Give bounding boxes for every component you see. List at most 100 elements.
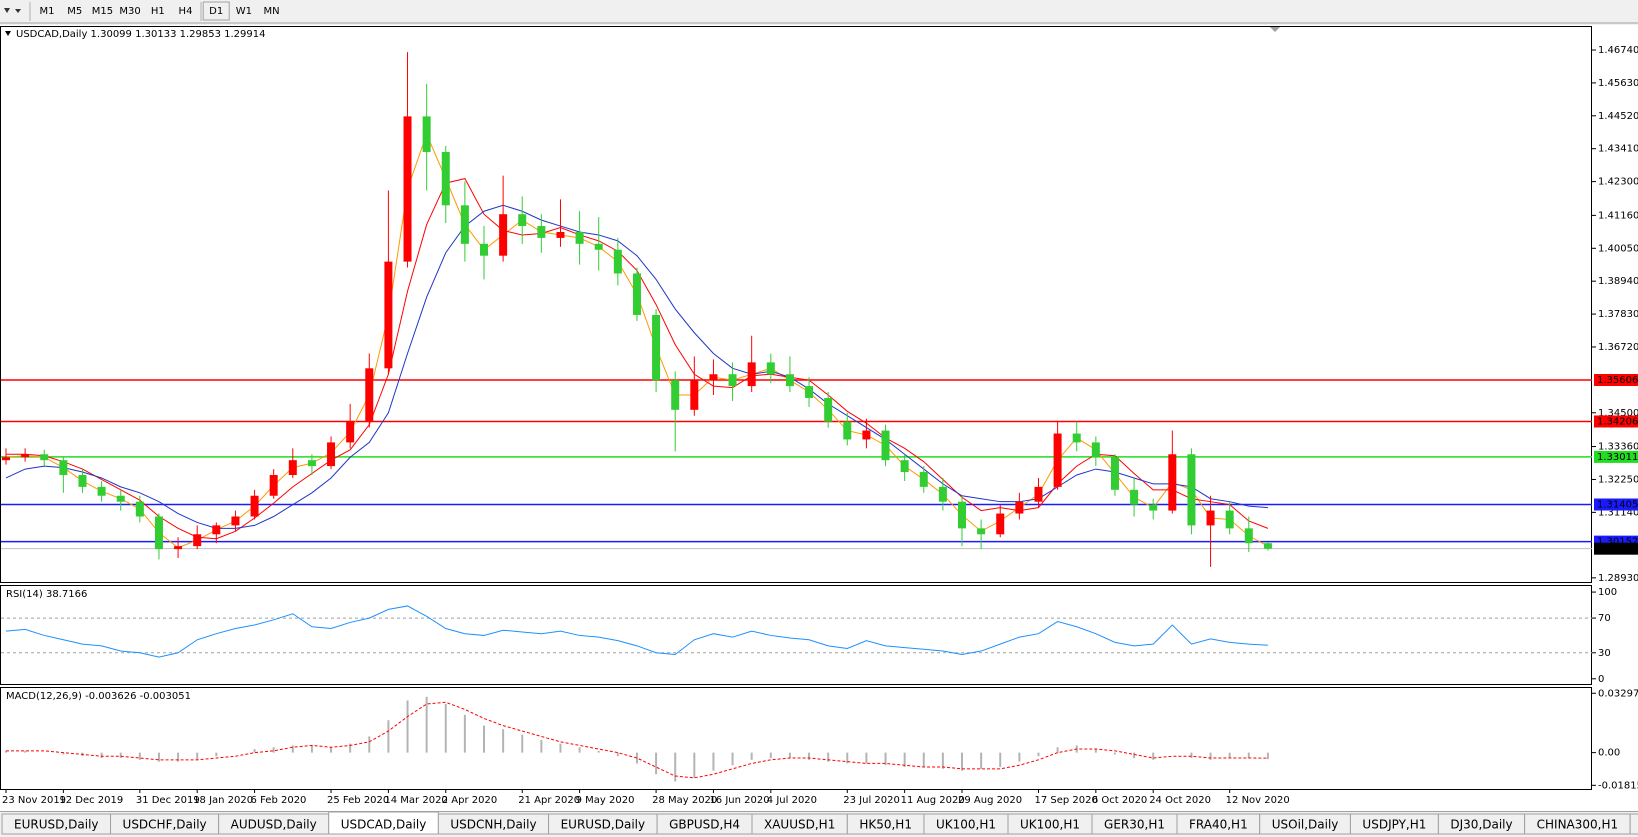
candle-body bbox=[938, 486, 947, 502]
candle-body bbox=[594, 243, 603, 250]
candle-body bbox=[154, 516, 163, 550]
candle-body bbox=[269, 475, 278, 496]
candle-body bbox=[728, 374, 737, 387]
x-tick-label: 23 Nov 2019 bbox=[2, 795, 66, 806]
tab-label[interactable]: AUDUSD,Daily bbox=[231, 818, 317, 832]
timeframe-button[interactable] bbox=[117, 2, 144, 20]
tab-label[interactable]: GER30,H1 bbox=[1104, 818, 1165, 832]
timeframe-button[interactable] bbox=[258, 2, 285, 20]
timeframe-label[interactable]: MN bbox=[264, 6, 280, 17]
timeframe-label[interactable]: H4 bbox=[179, 6, 193, 17]
y-tick-label: 1.42300 bbox=[1598, 177, 1638, 188]
level-label-box bbox=[1594, 542, 1638, 555]
tab-label[interactable]: EURUSD,Daily bbox=[561, 818, 646, 832]
candle-body bbox=[422, 116, 431, 152]
tab-label[interactable]: CHINA300,H1 bbox=[1537, 818, 1619, 832]
candle-body bbox=[805, 386, 814, 398]
candle-body bbox=[537, 226, 546, 238]
y-tick-label: 1.41160 bbox=[1598, 210, 1638, 221]
candle-body bbox=[747, 362, 756, 387]
tab-label[interactable]: USDCAD,Daily bbox=[341, 818, 427, 832]
timeframe-label[interactable]: D1 bbox=[209, 6, 223, 17]
candle-body bbox=[671, 380, 680, 410]
tab-label[interactable]: USDCNH,Daily bbox=[450, 818, 536, 832]
toolbar-bg bbox=[0, 0, 1638, 23]
x-tick-label: 6 Feb 2020 bbox=[251, 795, 307, 806]
y-tick-label: 1.37830 bbox=[1598, 309, 1638, 320]
candle-body bbox=[958, 501, 966, 529]
candle-body bbox=[613, 249, 622, 274]
candle-body bbox=[1206, 510, 1215, 526]
candle-body bbox=[212, 525, 221, 535]
candle-body bbox=[59, 460, 68, 476]
candle-body bbox=[2, 457, 10, 461]
candle-body bbox=[346, 421, 355, 443]
x-tick-label: 2 Apr 2020 bbox=[442, 795, 497, 806]
timeframe-label[interactable]: M1 bbox=[40, 6, 55, 17]
y-tick-label: 1.40050 bbox=[1598, 243, 1638, 254]
symbol-menu-icon bbox=[5, 31, 11, 36]
macd-signal bbox=[6, 701, 1268, 779]
level-label: 1.35606 bbox=[1597, 375, 1638, 386]
candle-body bbox=[1015, 501, 1024, 514]
candle-body bbox=[518, 214, 527, 227]
candle-body bbox=[900, 460, 909, 473]
candle-body bbox=[1053, 433, 1062, 487]
candle-body bbox=[996, 513, 1005, 535]
chart-bg bbox=[0, 25, 1638, 812]
timeframe-label[interactable]: W1 bbox=[236, 6, 252, 17]
tab-label[interactable]: HK50,H1 bbox=[859, 818, 912, 832]
candle-body bbox=[40, 454, 49, 461]
tab-label[interactable]: FRA40,H1 bbox=[1189, 818, 1248, 832]
candle-body bbox=[1263, 543, 1272, 549]
level-label-box bbox=[1594, 498, 1638, 511]
candle-body bbox=[460, 205, 469, 244]
level-label-box bbox=[1594, 450, 1638, 463]
tab-label[interactable]: EURUSD,Daily bbox=[14, 818, 99, 832]
x-tick-label: 12 Dec 2019 bbox=[59, 795, 123, 806]
candle-body bbox=[632, 273, 641, 315]
x-tick-label: 23 Jul 2020 bbox=[843, 795, 900, 806]
timeframe-button[interactable] bbox=[144, 2, 171, 20]
candle-body bbox=[709, 374, 718, 381]
candle-body bbox=[843, 421, 852, 440]
tab-label[interactable]: UK100,H1 bbox=[936, 818, 996, 832]
y-tick-label: 1.31140 bbox=[1598, 507, 1638, 518]
timeframe-label[interactable]: M30 bbox=[119, 6, 140, 17]
y-tick-label: 1.32250 bbox=[1598, 474, 1638, 485]
x-tick-label: 18 Jan 2020 bbox=[193, 795, 253, 806]
x-tick-label: 4 Jul 2020 bbox=[767, 795, 817, 806]
candle-body bbox=[1168, 454, 1177, 511]
tab-label[interactable]: USDCHF,Daily bbox=[123, 818, 207, 832]
timeframe-button[interactable] bbox=[61, 2, 88, 20]
level-label-box bbox=[1594, 373, 1638, 386]
timeframe-button[interactable] bbox=[230, 2, 257, 20]
candle-body bbox=[556, 231, 565, 238]
timeframe-label[interactable]: M15 bbox=[92, 6, 113, 17]
tab-label[interactable]: XAUUSD,H1 bbox=[764, 818, 835, 832]
x-tick-label: 28 May 2020 bbox=[652, 795, 717, 806]
tab-label[interactable]: UK100,H1 bbox=[1020, 818, 1080, 832]
rsi-title: RSI(14) 38.7166 bbox=[6, 589, 87, 600]
y-tick-label: 1.33360 bbox=[1598, 442, 1638, 453]
timeframe-label[interactable]: H1 bbox=[151, 6, 165, 17]
candle-body bbox=[231, 516, 240, 526]
timeframe-button[interactable] bbox=[89, 2, 116, 20]
x-tick-label: 9 May 2020 bbox=[576, 795, 635, 806]
tab-label[interactable]: GBPUSD,H4 bbox=[669, 818, 740, 832]
timeframe-button[interactable] bbox=[34, 2, 60, 20]
tab-label[interactable]: USOil,Daily bbox=[1272, 818, 1339, 832]
y-tick-label: 0 bbox=[1598, 674, 1604, 685]
x-tick-label: 6 Oct 2020 bbox=[1092, 795, 1147, 806]
y-tick-label: 0.00 bbox=[1598, 748, 1620, 759]
macd-panel-frame bbox=[0, 687, 1592, 790]
timeframe-button[interactable] bbox=[172, 2, 199, 20]
candle-body bbox=[977, 528, 986, 535]
timeframe-label[interactable]: M5 bbox=[67, 6, 82, 17]
tab[interactable] bbox=[1629, 813, 1638, 835]
tab-label[interactable]: USDJPY,H1 bbox=[1362, 818, 1426, 832]
timeframe-button[interactable] bbox=[202, 1, 230, 21]
tab-label[interactable]: DJ30,Daily bbox=[1450, 818, 1512, 832]
